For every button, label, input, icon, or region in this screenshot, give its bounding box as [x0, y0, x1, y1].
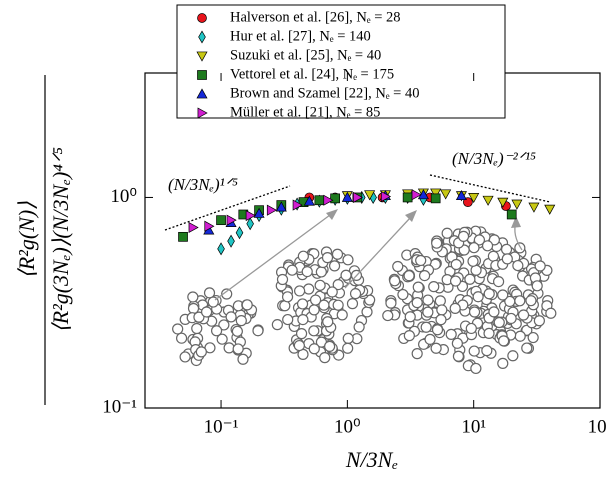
data-points — [178, 188, 556, 256]
marker — [196, 51, 208, 62]
marker — [227, 234, 235, 248]
legend-label: Brown and Szamel [22], Nₑ = 40 — [230, 85, 419, 101]
marker — [364, 190, 376, 201]
y-tick-label: 10⁻¹ — [102, 396, 137, 417]
legend-label: Suzuki et al. [25], Nₑ = 40 — [230, 47, 381, 63]
marker — [506, 209, 517, 220]
x-tick-label: 10² — [588, 416, 606, 437]
y-tick-label: 10⁰ — [110, 186, 137, 207]
marker — [197, 13, 207, 23]
marker — [197, 107, 208, 119]
x-tick-label: 10⁻¹ — [204, 416, 239, 437]
marker — [245, 210, 256, 222]
marker — [188, 221, 199, 234]
annotation: (N/3Nₑ)¹ᐟ⁵ — [168, 175, 238, 194]
marker — [330, 193, 340, 204]
marker — [411, 189, 422, 201]
marker — [497, 197, 509, 208]
legend-label: Vettorel et al. [24], Nₑ = 175 — [230, 66, 394, 82]
y-label-numerator: ⟨R²g(N)⟩ — [14, 201, 39, 279]
polymer-illustrations — [172, 209, 557, 375]
marker — [216, 215, 226, 226]
marker — [482, 195, 494, 206]
marker — [341, 191, 353, 202]
marker — [204, 220, 215, 232]
legend-label: Müller et al. [21], Nₑ = 85 — [230, 104, 380, 120]
marker — [402, 192, 413, 203]
marker — [455, 189, 467, 201]
y-axis-label: ⟨R²g(N)⟩ ⟨R²g(3Nₑ)⟩(N/3Nₑ)⁴ᐟ⁵ — [14, 75, 73, 405]
marker — [246, 217, 254, 231]
marker — [178, 231, 188, 242]
legend-label: Halverson et al. [26], Nₑ = 28 — [230, 9, 401, 25]
marker — [197, 70, 207, 80]
y-label-denominator: ⟨R²g(3Nₑ)⟩(N/3Nₑ)⁴ᐟ⁵ — [48, 147, 73, 333]
x-tick-label: 10¹ — [461, 416, 486, 437]
marker — [528, 202, 540, 213]
marker — [198, 30, 206, 44]
marker — [511, 199, 523, 210]
marker — [303, 195, 315, 206]
marker — [323, 194, 334, 206]
plot-frame — [144, 72, 601, 409]
marker — [440, 189, 452, 200]
marker — [266, 204, 277, 216]
marker — [430, 188, 442, 199]
marker — [217, 242, 225, 256]
marker — [275, 201, 287, 212]
marker — [196, 88, 208, 99]
slope-guide — [429, 174, 551, 203]
annotation: (N/3Nₑ)⁻²ᐟ¹⁵ — [452, 149, 536, 168]
marker — [352, 191, 364, 203]
marker — [235, 226, 244, 240]
x-tick-label: 10⁰ — [334, 416, 361, 437]
marker — [430, 193, 441, 204]
marker — [314, 195, 325, 206]
marker — [253, 207, 265, 218]
marker — [380, 190, 392, 203]
marker — [292, 199, 303, 211]
x-axis-label: N/3Nₑ — [345, 447, 398, 472]
legend-label: Hur et al. [27], Nₑ = 140 — [230, 28, 371, 44]
marker — [226, 214, 237, 226]
legend — [176, 4, 506, 119]
marker — [468, 193, 480, 204]
legend-entries: Halverson et al. [26], Nₑ = 28 Hur et al.… — [196, 9, 419, 120]
marker — [544, 204, 556, 215]
